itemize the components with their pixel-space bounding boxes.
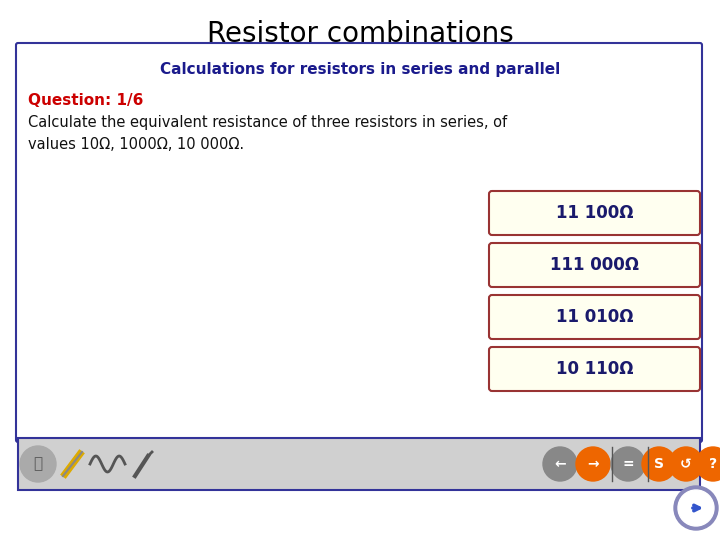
Circle shape [642, 447, 676, 481]
FancyBboxPatch shape [489, 243, 700, 287]
FancyBboxPatch shape [16, 43, 702, 442]
Text: S: S [654, 457, 664, 471]
Circle shape [611, 447, 645, 481]
Text: Calculations for resistors in series and parallel: Calculations for resistors in series and… [160, 62, 560, 77]
Circle shape [669, 447, 703, 481]
Text: ←: ← [554, 457, 566, 471]
Text: Calculate the equivalent resistance of three resistors in series, of
values 10Ω,: Calculate the equivalent resistance of t… [28, 115, 507, 152]
Text: →: → [588, 457, 599, 471]
Text: =: = [622, 457, 634, 471]
Text: Resistor combinations: Resistor combinations [207, 20, 513, 48]
Text: 111 000Ω: 111 000Ω [550, 256, 639, 274]
Bar [18, 438, 700, 490]
Text: ?: ? [709, 457, 717, 471]
Circle shape [678, 490, 714, 526]
FancyBboxPatch shape [489, 347, 700, 391]
Text: 11 100Ω: 11 100Ω [556, 204, 634, 222]
Text: ↺: ↺ [680, 457, 692, 471]
Text: 🗑: 🗑 [33, 456, 42, 471]
Circle shape [20, 446, 56, 482]
FancyBboxPatch shape [489, 295, 700, 339]
FancyBboxPatch shape [489, 191, 700, 235]
Circle shape [696, 447, 720, 481]
Text: 10 110Ω: 10 110Ω [556, 360, 634, 378]
Circle shape [576, 447, 610, 481]
Text: Question: 1/6: Question: 1/6 [28, 93, 143, 108]
Circle shape [674, 486, 718, 530]
Circle shape [543, 447, 577, 481]
Text: 11 010Ω: 11 010Ω [556, 308, 634, 326]
